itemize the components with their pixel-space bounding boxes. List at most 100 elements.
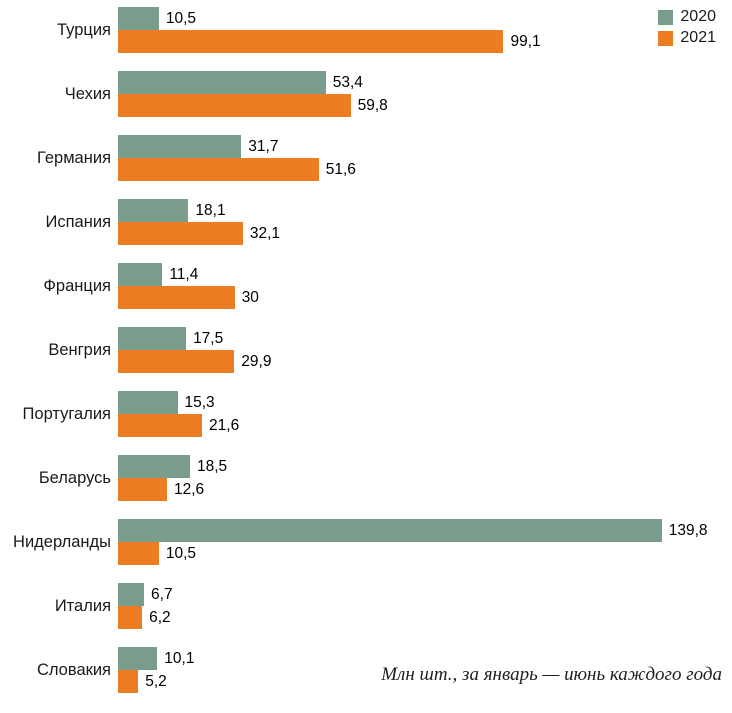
chart-row: Словакия 10,1 5,2 [0,647,732,693]
bar-2021 [118,670,139,693]
bar-2021 [118,542,159,565]
bar-line: 17,5 [118,327,682,350]
bar-line: 32,1 [118,222,682,245]
bar-line: 53,4 [118,71,682,94]
value-label: 30 [241,288,259,306]
category-label: Словакия [36,660,111,679]
bar-line: 18,1 [118,199,682,222]
bar-2020 [118,327,187,350]
legend-swatch-2020 [658,9,674,25]
bar-2021 [118,350,235,373]
bar-2020 [118,7,159,30]
value-label: 59,8 [357,96,388,114]
value-label: 10,5 [165,9,196,27]
legend-swatch-2021 [658,30,674,46]
value-label: 11,4 [169,265,199,283]
category-label: Чехия [64,84,111,103]
chart-row: Испания 18,1 32,1 [0,199,732,245]
category-label: Беларусь [38,468,111,487]
bar-2020 [118,647,158,670]
legend-label-2020: 2020 [680,8,716,25]
bars-group: 17,5 29,9 [118,327,732,373]
chart-row: Беларусь 18,5 12,6 [0,455,732,501]
bar-line: 15,3 [118,391,682,414]
bar-line: 30 [118,286,682,309]
category-label: Турция [57,20,111,39]
category-label: Венгрия [48,340,111,359]
bar-line: 5,2 [118,670,682,693]
legend-label-2021: 2021 [680,29,716,46]
chart-rows: Турция 10,5 99,1 Чехия 53,4 59,8 Германия 31,7 5… [0,7,732,711]
chart-row: Венгрия 17,5 29,9 [0,327,732,373]
bars-group: 53,4 59,8 [118,71,732,117]
value-label: 53,4 [332,73,363,91]
bar-2020 [118,455,190,478]
category-label: Португалия [22,404,111,423]
bar-line: 99,1 [118,30,682,53]
value-label: 15,3 [184,393,215,411]
chart-row: Чехия 53,4 59,8 [0,71,732,117]
bar-2020 [118,135,242,158]
value-label: 5,2 [145,672,167,690]
category-label: Франция [43,276,111,295]
value-label: 29,9 [241,352,272,370]
value-label: 99,1 [510,32,541,50]
chart-row: Италия 6,7 6,2 [0,583,732,629]
bar-line: 6,7 [118,583,682,606]
value-label: 21,6 [209,416,240,434]
bar-line: 139,8 [118,519,708,542]
category-label: Германия [37,148,111,167]
value-label: 10,5 [165,544,196,562]
bar-2020 [118,519,662,542]
value-label: 6,2 [149,608,171,626]
bar-line: 59,8 [118,94,682,117]
value-label: 6,7 [151,585,173,603]
value-label: 32,1 [249,224,281,242]
bars-group: 10,1 5,2 [118,647,732,693]
bar-2021 [118,286,235,309]
bar-2020 [118,583,145,606]
bar-line: 10,5 [118,542,682,565]
bars-group: 18,5 12,6 [118,455,732,501]
bar-line: 18,5 [118,455,682,478]
bar-line: 51,6 [118,158,682,181]
bar-2020 [118,263,163,286]
bars-group: 10,5 99,1 [118,7,732,53]
bar-line: 12,6 [118,478,682,501]
bar-2021 [118,478,167,501]
bar-2020 [118,71,326,94]
value-label: 12,6 [174,480,205,498]
bar-2021 [118,158,319,181]
value-label: 10,1 [164,649,195,667]
legend-item-2020: 2020 [658,8,716,26]
bar-2021 [118,222,243,245]
value-label: 139,8 [668,521,708,539]
bar-2021 [118,606,143,629]
bar-line: 11,4 [118,263,682,286]
bar-2020 [118,391,178,414]
category-label: Нидерланды [13,532,111,551]
bar-line: 21,6 [118,414,682,437]
category-label: Испания [45,212,111,231]
bar-line: 6,2 [118,606,682,629]
chart-row: Турция 10,5 99,1 [0,7,732,53]
bar-2021 [118,94,351,117]
bar-line: 29,9 [118,350,682,373]
bars-group: 31,7 51,6 [118,135,732,181]
value-label: 31,7 [248,137,279,155]
bar-line: 31,7 [118,135,682,158]
bar-2021 [118,414,203,437]
value-label: 51,6 [325,160,356,178]
bars-group: 6,7 6,2 [118,583,732,629]
value-label: 18,1 [195,201,226,219]
category-label: Италия [54,596,111,615]
chart-row: Нидерланды 139,8 10,5 [0,519,732,565]
bars-group: 139,8 10,5 [118,519,732,565]
bar-2021 [118,30,504,53]
bars-group: 18,1 32,1 [118,199,732,245]
bar-2020 [118,199,189,222]
bar-line: 10,1 [118,647,682,670]
legend: 2020 2021 [658,8,716,50]
bars-group: 15,3 21,6 [118,391,732,437]
